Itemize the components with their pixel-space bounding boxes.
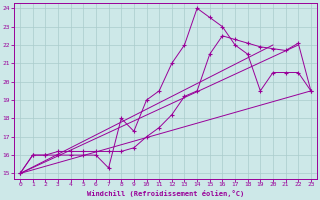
X-axis label: Windchill (Refroidissement éolien,°C): Windchill (Refroidissement éolien,°C) xyxy=(87,190,244,197)
